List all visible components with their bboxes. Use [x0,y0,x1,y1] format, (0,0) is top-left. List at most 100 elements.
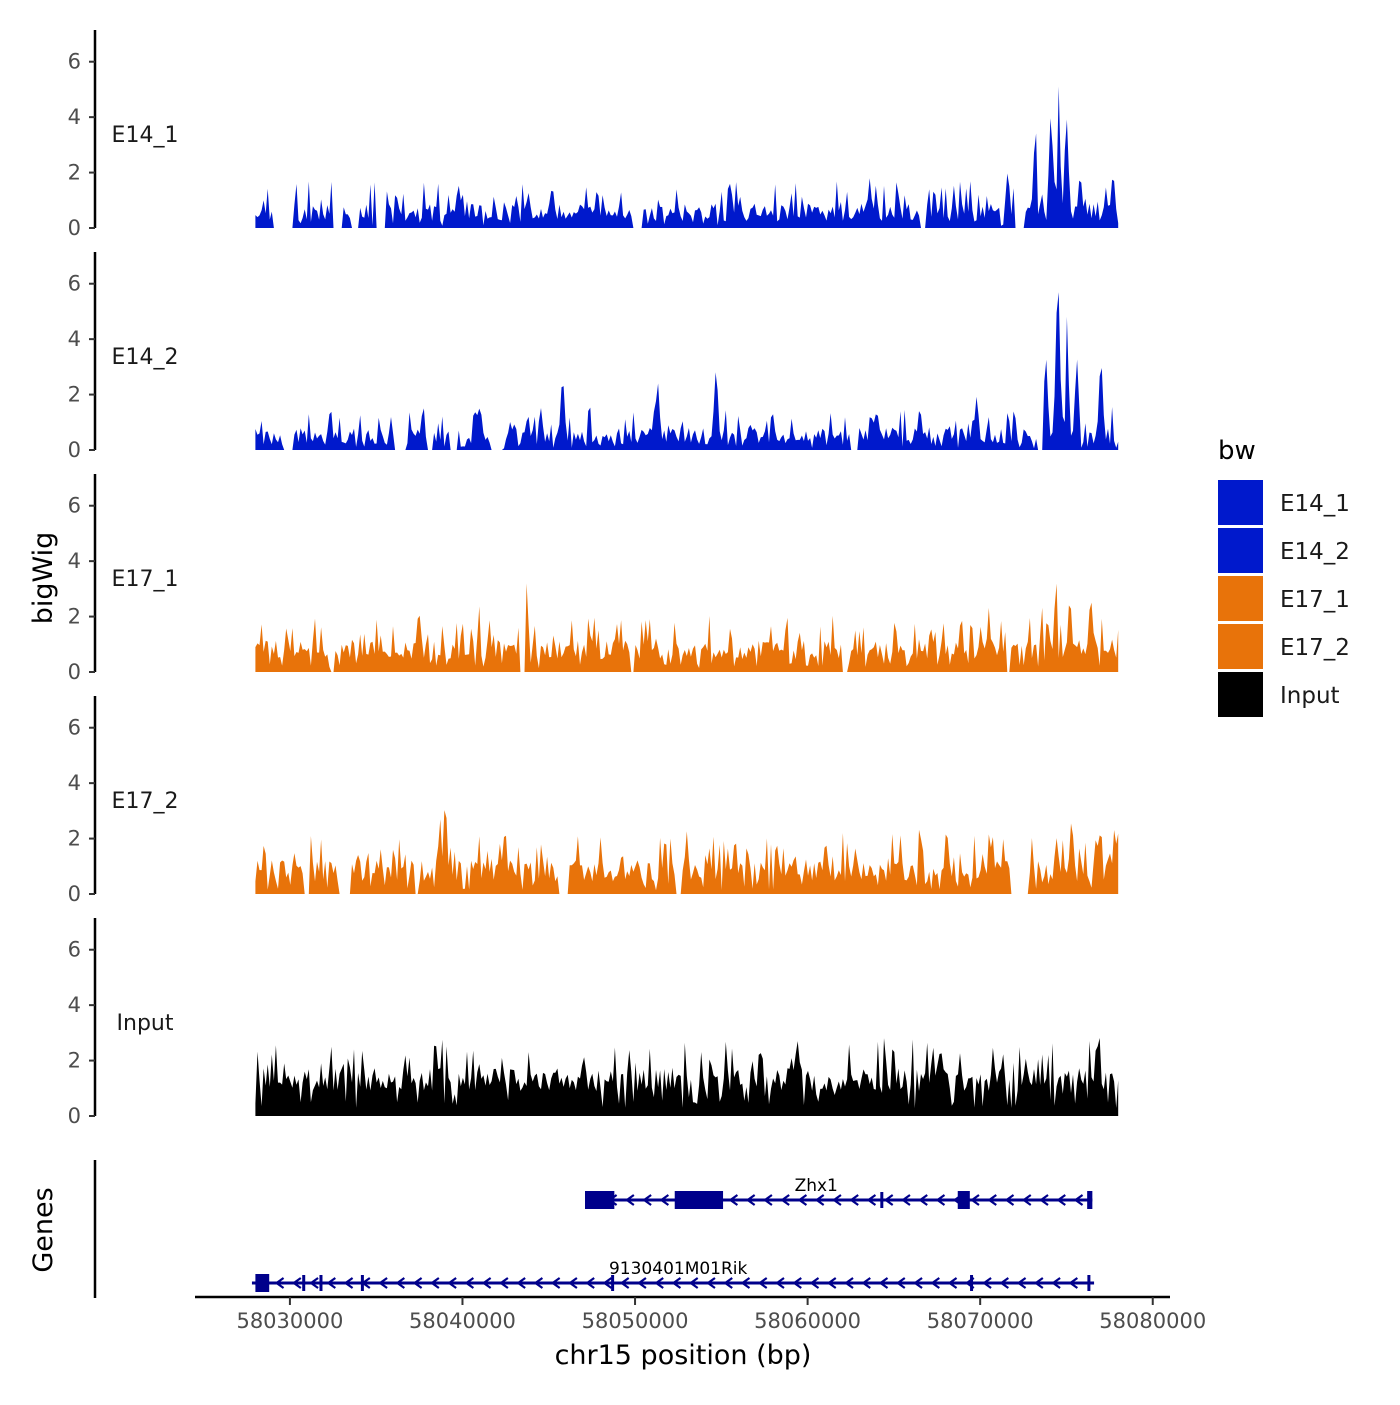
strand-arrow [481,1277,492,1289]
gene-9130401M01Rik: 9130401M01Rik [251,1259,1095,1292]
track-label-E17_2: E17_2 [112,789,179,814]
legend-label-E17_2: E17_2 [1280,635,1350,661]
strand-arrow [814,1194,825,1206]
track-panel-E14_2: 0 2 4 6 E14_2 [68,252,1119,462]
strand-arrow [745,1194,756,1206]
strand-arrow [464,1277,475,1289]
legend-swatch-E17_1 [1218,576,1263,621]
x-axis-title: chr15 position (bp) [555,1340,812,1371]
legend-swatch-Input [1218,672,1263,717]
strand-arrow [883,1194,894,1206]
gene-exon [255,1274,270,1292]
strand-arrow [1033,1277,1044,1289]
strand-arrow [878,1277,889,1289]
strand-arrow [1021,1194,1032,1206]
strand-arrow [671,1277,682,1289]
gene-Zhx1: Zhx1 [585,1176,1093,1209]
legend-label-E14_1: E14_1 [1280,491,1350,517]
strand-arrow [688,1277,699,1289]
strand-arrow [706,1277,716,1289]
strand-arrow [918,1194,928,1206]
strand-arrow [395,1277,405,1289]
track-label-Input: Input [117,1011,174,1036]
legend-swatch-E17_2 [1218,624,1263,669]
track-panel-E17_2: 0 2 4 6 E17_2 [68,696,1119,906]
strand-arrow [728,1194,739,1206]
strand-arrow [792,1277,802,1289]
strand-arrow [619,1277,630,1289]
strand-arrow [987,1194,997,1206]
strand-arrow [947,1277,958,1289]
strand-arrow [637,1277,647,1289]
x-tick-label: 58080000 [1099,1309,1206,1333]
y-tick-label: 0 [68,882,81,906]
y-tick-label: 2 [68,161,81,185]
track-label-E17_1: E17_1 [112,567,179,592]
strand-arrow [775,1277,785,1289]
y-tick-label: 4 [68,327,81,351]
track-panel-E17_1: 0 2 4 6 E17_1 [68,474,1119,684]
strand-arrow [412,1277,423,1289]
strand-arrow [499,1277,509,1289]
x-tick-label: 58050000 [582,1309,689,1333]
coverage-area-Input [255,1038,1119,1116]
strand-arrow [1073,1194,1084,1206]
strand-arrow [1039,1194,1049,1206]
strand-arrow [861,1277,871,1289]
x-axis: 58030000 58040000 58050000 58060000 58070000… [195,1295,1206,1333]
gene-exon [1087,1191,1093,1209]
strand-arrow [654,1277,664,1289]
y-tick-label: 4 [68,771,81,795]
strand-arrow [602,1277,613,1289]
y-tick-label: 0 [68,1104,81,1128]
strand-arrow [970,1194,980,1206]
strand-arrow [1016,1277,1027,1289]
strand-arrow [659,1194,670,1206]
gene-label: Zhx1 [795,1176,838,1196]
strand-arrow [780,1194,790,1206]
legend: bw E14_1 E14_2 E17_1 E17_2 Input [1218,436,1350,717]
strand-arrow [291,1277,302,1289]
strand-arrow [826,1277,837,1289]
strand-arrow [999,1277,1009,1289]
legend-label-Input: Input [1280,683,1340,709]
y-tick-label: 6 [68,50,81,74]
y-tick-label: 4 [68,105,81,129]
strand-arrow [1056,1194,1066,1206]
legend-label-E17_1: E17_1 [1280,587,1350,613]
coverage-area-E17_2 [255,810,1119,894]
strand-arrow [1068,1277,1078,1289]
strand-arrow [309,1277,319,1289]
strand-arrow [378,1277,388,1289]
strand-arrow [930,1277,940,1289]
x-tick-label: 58040000 [409,1309,516,1333]
strand-arrow [913,1277,923,1289]
strand-arrow [757,1277,768,1289]
strand-arrow [429,1277,440,1289]
track-label-E14_2: E14_2 [112,345,179,370]
strand-arrow [568,1277,578,1289]
y-tick-label: 0 [68,216,81,240]
strand-arrow [809,1277,820,1289]
strand-arrow [326,1277,336,1289]
strand-arrow [740,1277,751,1289]
strand-arrow [624,1194,635,1206]
track-panel-Input: 0 2 4 6 Input [68,918,1119,1128]
y-tick-label: 2 [68,1049,81,1073]
coverage-area-E14_2 [255,292,1119,450]
gene-label: 9130401M01Rik [609,1259,748,1279]
strand-arrow [1051,1277,1061,1289]
strand-arrow [585,1277,595,1289]
gene-panel: Genes Zhx1 9130401M01Rik [28,1160,1095,1298]
y-tick-label: 6 [68,938,81,962]
y-tick-label: 2 [68,827,81,851]
coverage-area-E14_1 [255,86,1119,228]
strand-arrow [763,1194,773,1206]
y-tick-label: 6 [68,716,81,740]
x-tick-label: 58070000 [927,1309,1034,1333]
strand-arrow [642,1194,652,1206]
legend-swatch-E14_2 [1218,528,1263,573]
strand-arrow [1004,1194,1015,1206]
